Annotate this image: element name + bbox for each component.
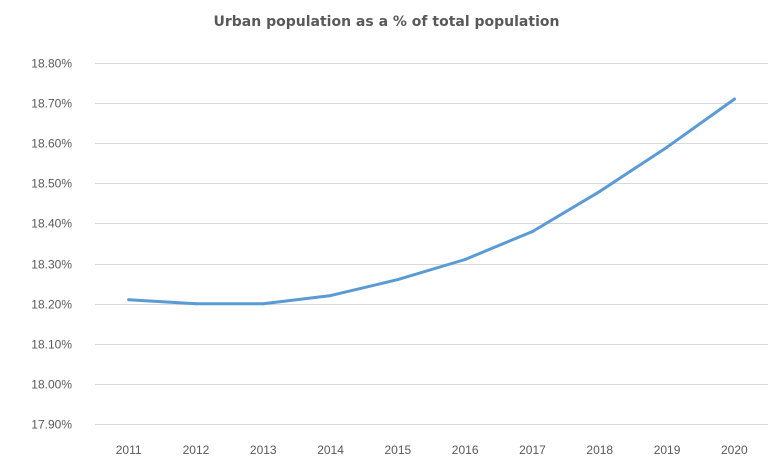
x-tick-label: 2014 — [317, 443, 344, 457]
y-tick-label: 18.20% — [31, 298, 72, 312]
series-layer — [127, 97, 736, 306]
y-tick-label: 18.50% — [31, 177, 72, 191]
data-point — [329, 294, 332, 298]
data-point — [463, 258, 467, 261]
y-tick-label: 18.60% — [31, 137, 72, 151]
x-tick-label: 2019 — [654, 443, 681, 457]
x-tick-label: 2013 — [250, 443, 277, 457]
data-point — [665, 145, 669, 149]
y-tick-label: 18.00% — [31, 378, 72, 392]
series-line — [127, 97, 736, 306]
gridlines — [95, 63, 768, 425]
x-axis-ticks: 2011 2012 2013 2014 2015 2016 2017 2018 2019 2020 — [116, 443, 748, 457]
x-tick-label: 2020 — [721, 443, 748, 457]
x-tick-label: 2018 — [586, 443, 613, 457]
data-point — [127, 298, 131, 302]
y-axis-ticks: 17.90% 18.00% 18.10% 18.20% 18.30% 18.40% 18.5… — [31, 57, 72, 432]
x-tick-label: 2015 — [384, 443, 411, 457]
data-point — [194, 302, 198, 306]
data-point — [531, 230, 534, 233]
y-tick-label: 18.70% — [31, 97, 72, 111]
y-tick-label: 17.90% — [31, 418, 72, 432]
data-point — [261, 302, 265, 306]
y-tick-label: 18.30% — [31, 258, 72, 272]
x-tick-label: 2012 — [183, 443, 210, 457]
y-tick-label: 18.10% — [31, 338, 72, 352]
data-point — [732, 97, 736, 101]
y-tick-label: 18.40% — [31, 217, 72, 231]
x-tick-label: 2017 — [519, 443, 546, 457]
x-tick-label: 2016 — [452, 443, 479, 457]
y-tick-label: 18.80% — [31, 57, 72, 71]
x-tick-label: 2011 — [116, 443, 142, 457]
chart-title: Urban population as a % of total populat… — [213, 14, 560, 30]
data-point — [598, 189, 602, 193]
data-point — [396, 278, 400, 282]
